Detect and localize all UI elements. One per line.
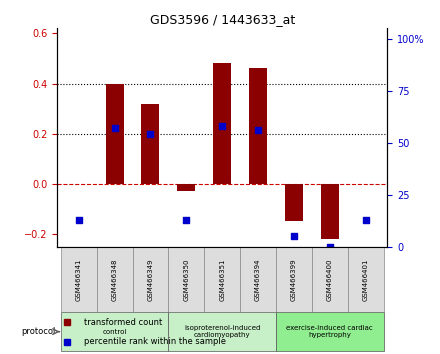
FancyBboxPatch shape [61, 312, 169, 351]
Bar [249, 68, 267, 184]
Text: transformed count: transformed count [84, 318, 162, 327]
Point [147, 131, 154, 137]
FancyBboxPatch shape [276, 312, 384, 351]
Text: exercise-induced cardiac
hypertrophy: exercise-induced cardiac hypertrophy [286, 325, 373, 338]
Bar [321, 184, 339, 239]
Text: GSM466341: GSM466341 [76, 258, 82, 301]
Text: percentile rank within the sample: percentile rank within the sample [84, 337, 226, 346]
Bar [106, 84, 124, 184]
FancyBboxPatch shape [61, 246, 97, 312]
FancyBboxPatch shape [132, 246, 169, 312]
Text: GSM466399: GSM466399 [291, 258, 297, 301]
Bar [213, 63, 231, 184]
Bar [177, 184, 195, 192]
Bar [285, 184, 303, 222]
Title: GDS3596 / 1443633_at: GDS3596 / 1443633_at [150, 13, 295, 26]
Text: GSM466400: GSM466400 [327, 258, 333, 301]
Point [219, 123, 226, 129]
Text: GSM466351: GSM466351 [219, 258, 225, 301]
Point [290, 233, 297, 239]
Point [255, 127, 262, 133]
FancyBboxPatch shape [276, 246, 312, 312]
FancyBboxPatch shape [97, 246, 132, 312]
Text: GSM466394: GSM466394 [255, 258, 261, 301]
FancyBboxPatch shape [312, 246, 348, 312]
FancyBboxPatch shape [240, 246, 276, 312]
Text: GSM466401: GSM466401 [363, 258, 369, 301]
Text: isoproterenol-induced
cardiomyopathy: isoproterenol-induced cardiomyopathy [184, 325, 260, 338]
Text: control: control [103, 329, 127, 335]
FancyBboxPatch shape [348, 246, 384, 312]
Text: protocol: protocol [21, 327, 55, 336]
FancyBboxPatch shape [204, 246, 240, 312]
FancyBboxPatch shape [169, 312, 276, 351]
FancyBboxPatch shape [169, 246, 204, 312]
Point [183, 217, 190, 222]
Text: GSM466348: GSM466348 [112, 258, 117, 301]
Point [75, 217, 82, 222]
Bar [142, 104, 159, 184]
Point [111, 125, 118, 131]
Point [326, 244, 334, 249]
Text: GSM466349: GSM466349 [147, 258, 154, 301]
Point [362, 217, 369, 222]
Text: GSM466350: GSM466350 [183, 258, 189, 301]
